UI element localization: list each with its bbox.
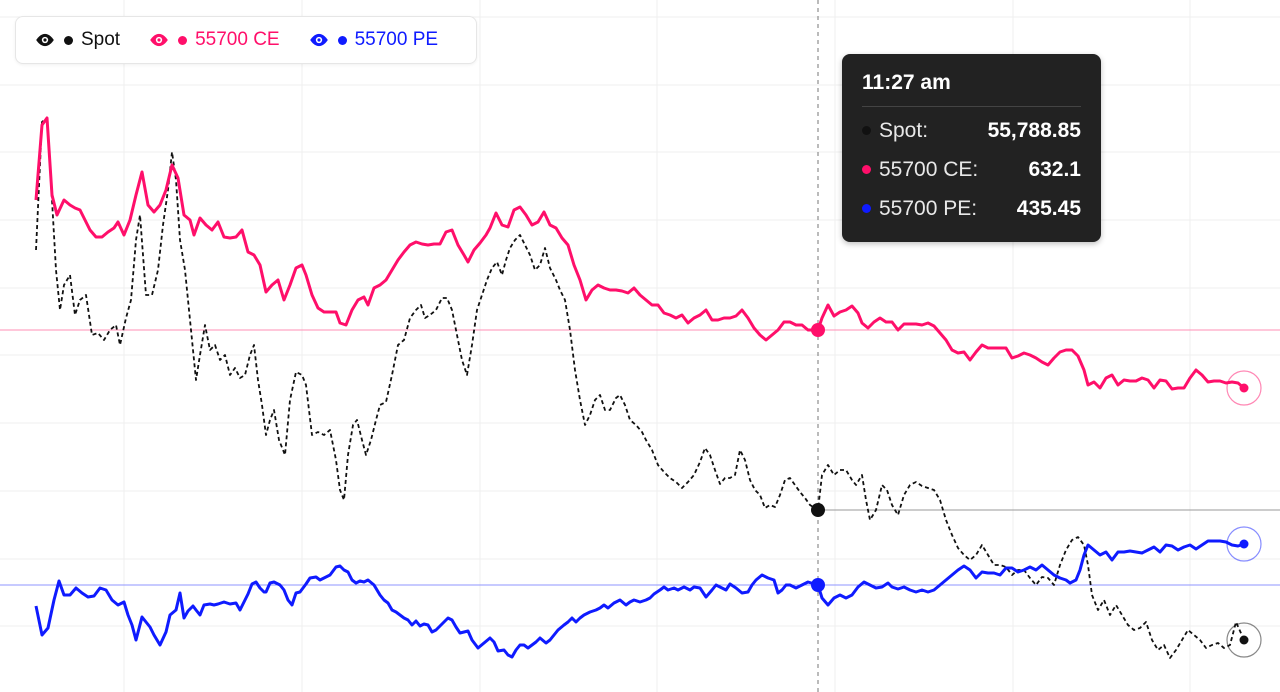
legend-item-spot[interactable]: Spot [34, 29, 120, 51]
pe-color-dot [862, 204, 871, 213]
tooltip-time: 11:27 am [862, 68, 1081, 107]
hover-tooltip: 11:27 am Spot: 55,788.85 55700 CE: 632.1… [842, 54, 1101, 242]
last-point-ring [1226, 526, 1262, 562]
chart-markers [811, 323, 1262, 658]
tooltip-value: 55,788.85 [987, 118, 1081, 142]
spot-color-dot [64, 35, 73, 45]
eye-icon[interactable] [148, 33, 170, 47]
tooltip-label: 55700 CE: [879, 157, 979, 181]
series-line-2 [34, 539, 1245, 659]
last-point-ring [1226, 370, 1262, 406]
last-point-marker [1239, 635, 1249, 645]
eye-icon[interactable] [308, 33, 330, 47]
tooltip-label: Spot: [879, 118, 929, 142]
legend-label-ce: 55700 CE [195, 29, 280, 50]
legend-item-pe[interactable]: 55700 PE [308, 29, 438, 51]
crosshair-marker [811, 323, 825, 337]
crosshair-marker [811, 503, 825, 517]
last-point-marker [1239, 539, 1249, 549]
crosshair-marker [811, 578, 825, 592]
tooltip-row-ce: 55700 CE: 632.1 [862, 150, 1081, 189]
ce-color-dot [178, 35, 188, 45]
tooltip-label: 55700 PE: [879, 196, 978, 220]
legend-label-pe: 55700 PE [354, 29, 439, 50]
tooltip-value: 632.1 [1028, 157, 1081, 181]
last-point-marker [1239, 383, 1249, 393]
chart-series [34, 116, 1245, 659]
eye-icon[interactable] [34, 33, 56, 47]
chart-legend: Spot 55700 CE 55700 PE [15, 16, 477, 64]
spot-color-dot [862, 126, 871, 135]
tooltip-value: 435.45 [1016, 196, 1081, 220]
last-point-ring [1226, 622, 1262, 658]
legend-label-spot: Spot [81, 29, 121, 50]
ce-color-dot [862, 165, 871, 174]
legend-item-ce[interactable]: 55700 CE [148, 29, 280, 51]
pe-color-dot [337, 35, 347, 45]
tooltip-row-spot: Spot: 55,788.85 [862, 111, 1081, 150]
series-line-1 [34, 116, 1245, 391]
tooltip-row-pe: 55700 PE: 435.45 [862, 189, 1081, 228]
